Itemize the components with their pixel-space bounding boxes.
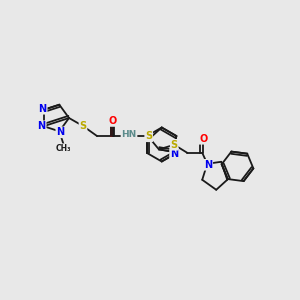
Text: HN: HN <box>122 130 136 139</box>
Text: N: N <box>38 121 46 131</box>
Text: N: N <box>170 149 178 159</box>
Text: O: O <box>109 116 117 126</box>
Text: O: O <box>199 134 207 144</box>
Text: S: S <box>171 140 178 150</box>
Text: CH₃: CH₃ <box>56 144 71 153</box>
Text: N: N <box>204 160 212 170</box>
Text: S: S <box>80 121 87 131</box>
Text: S: S <box>145 131 152 141</box>
Text: N: N <box>56 127 64 137</box>
Text: N: N <box>39 104 47 114</box>
